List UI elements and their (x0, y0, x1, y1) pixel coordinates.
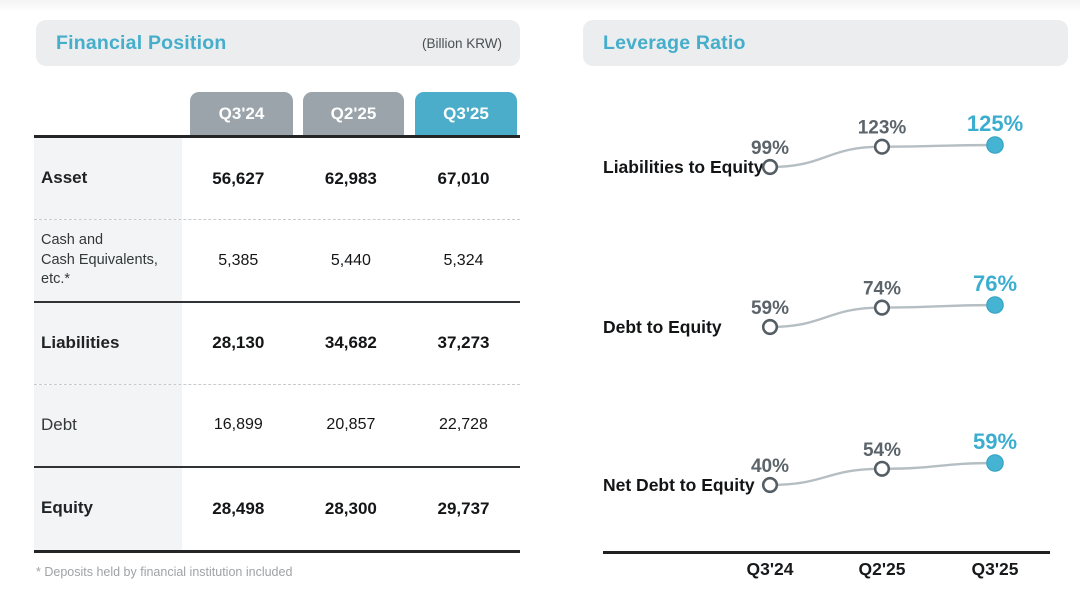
row-label: Cash and Cash Equivalents, etc.* (34, 220, 182, 301)
cell-value: 56,627 (212, 168, 265, 188)
leverage-ratio-header: Leverage Ratio (583, 20, 1068, 66)
cell-value: 16,899 (213, 416, 263, 434)
data-point (873, 460, 891, 477)
cell-value: 5,385 (218, 251, 259, 269)
financial-position-header: Financial Position (Billion KRW) (36, 20, 520, 66)
value-label: 40% (751, 456, 789, 477)
value-label: 59% (751, 298, 789, 319)
value-label: 123% (858, 118, 907, 139)
data-point (761, 318, 779, 336)
chart-liabilities-to-equity: Liabilities to Equity 99% 123% 125% (583, 95, 1068, 210)
cell-value: 28,130 (212, 333, 265, 353)
x-axis-line (603, 551, 1050, 554)
column-header-q2-25: Q2'25 (303, 92, 404, 135)
value-label: 54% (863, 440, 901, 461)
data-point (873, 299, 891, 316)
cell-value: 5,324 (443, 251, 484, 269)
chart-series-label: Liabilities to Equity (603, 157, 764, 177)
chart-series-label: Net Debt to Equity (603, 475, 755, 495)
chart-debt-to-equity: Debt to Equity 59% 74% 76% (583, 255, 1068, 370)
value-label: 76% (973, 271, 1017, 296)
line-chart-svg: 59% 74% 76% (751, 271, 1017, 336)
cell-value: 5,440 (330, 251, 371, 269)
data-point (761, 158, 779, 176)
table-row-equity: Equity 28,498 28,300 29,737 (34, 467, 520, 550)
x-axis-label-q3-25: Q3'25 (971, 559, 1019, 579)
cell-value: 28,498 (212, 498, 265, 518)
row-label: Equity (34, 467, 182, 550)
row-label: Debt (34, 385, 182, 466)
x-axis-label-q3-24: Q3'24 (746, 559, 794, 579)
table-row-asset: Asset 56,627 62,983 67,010 (34, 138, 520, 221)
financial-position-table: Asset 56,627 62,983 67,010 Cash and Cash… (34, 135, 520, 553)
line-chart-svg: 40% 54% 59% (751, 429, 1017, 494)
table-row-debt: Debt 16,899 20,857 22,728 (34, 385, 520, 468)
value-label: 74% (863, 279, 901, 300)
cell-value: 34,682 (324, 333, 377, 353)
cell-value: 29,737 (437, 498, 490, 518)
table-row-liabilities: Liabilities 28,130 34,682 37,273 (34, 302, 520, 386)
line-chart-svg: 99% 123% 125% (751, 111, 1023, 176)
value-label: 125% (967, 111, 1023, 136)
data-point-highlighted (986, 136, 1004, 154)
cell-value: 62,983 (324, 168, 377, 188)
leverage-ratio-title: Leverage Ratio (603, 31, 746, 54)
row-label: Asset (34, 138, 182, 220)
chart-net-debt-to-equity: Net Debt to Equity 40% 54% 59% (583, 413, 1068, 528)
data-point-highlighted (986, 296, 1004, 314)
value-label: 99% (751, 138, 789, 159)
data-point (761, 476, 779, 494)
data-point-highlighted (986, 454, 1004, 472)
cell-value: 28,300 (324, 498, 377, 518)
x-axis-label-q2-25: Q2'25 (858, 559, 906, 579)
row-label: Liabilities (34, 302, 182, 385)
table-row-cash: Cash and Cash Equivalents, etc.* 5,385 5… (34, 220, 520, 303)
value-label: 59% (973, 429, 1017, 454)
column-header-q3-25-highlight: Q3'25 (415, 92, 517, 135)
cell-value: 37,273 (437, 333, 490, 353)
currency-unit-label: (Billion KRW) (421, 35, 502, 51)
financial-position-title: Financial Position (56, 31, 227, 54)
cell-value: 20,857 (326, 416, 376, 434)
cell-value: 22,728 (439, 416, 488, 434)
top-fade-strip (0, 0, 1080, 12)
chart-series-label: Debt to Equity (603, 317, 722, 337)
cell-value: 67,010 (437, 168, 490, 188)
column-header-q3-24: Q3'24 (190, 92, 293, 135)
data-point (873, 138, 891, 155)
deposits-footnote: * Deposits held by financial institution… (36, 565, 293, 579)
